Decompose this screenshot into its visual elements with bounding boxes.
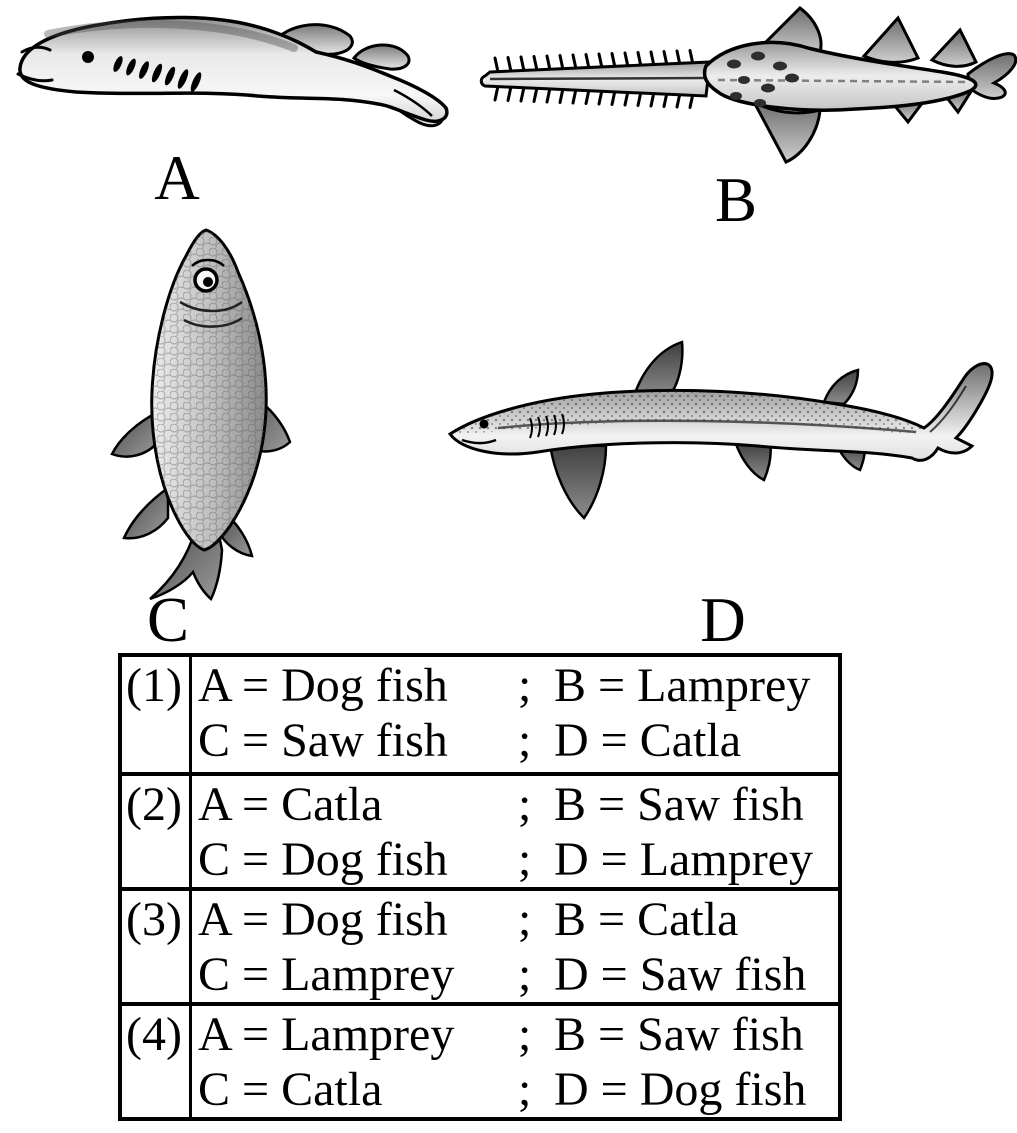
lamprey-drawing [16, 15, 449, 128]
saw-fish-trunk [702, 40, 978, 112]
saw-fish-drawing [479, 6, 1017, 164]
separator: ; [518, 1008, 532, 1061]
assignment-right: B = Lamprey [554, 659, 811, 712]
specimen-label-a: A [154, 143, 200, 213]
dog-fish-mouth [461, 438, 497, 445]
option-line: A = Dog fish ; B = Lamprey [198, 658, 836, 713]
assignment-right: B = Saw fish [554, 1008, 804, 1061]
saw-fish-tail-fin [966, 52, 1017, 100]
lamprey-gill-slits [113, 56, 202, 92]
assignment-right: D = Saw fish [554, 948, 807, 1001]
assignment-right: D = Dog fish [554, 1063, 807, 1116]
lamprey-eye [82, 51, 94, 63]
separator: ; [518, 1063, 532, 1116]
saw-fish-dorsal-fin-1 [861, 15, 921, 64]
option-line: A = Lamprey ; B = Saw fish [198, 1007, 836, 1062]
catla-scale-texture [151, 230, 267, 550]
assignment-right: D = Catla [554, 714, 742, 767]
saw-fish-trunk-midline [717, 78, 971, 84]
assignment-right: B = Catla [554, 893, 739, 946]
catla-pupil [203, 277, 213, 287]
separator: ; [518, 948, 532, 1001]
catla-body-group [110, 228, 292, 602]
assignment-left: C = Saw fish [198, 714, 448, 767]
assignment-left: A = Dog fish [198, 659, 448, 712]
assignment-left: A = Lamprey [198, 1008, 455, 1061]
option-row-1[interactable]: (1) A = Dog fish ; B = Lamprey C = Saw f… [122, 657, 838, 772]
option-line: C = Lamprey ; D = Saw fish [198, 947, 836, 1002]
option-text: A = Lamprey ; B = Saw fish C = Catla ; D… [192, 1006, 838, 1117]
option-number: (1) [122, 657, 192, 772]
option-row-4[interactable]: (4) A = Lamprey ; B = Saw fish C = Catla… [122, 1002, 838, 1117]
option-text: A = Dog fish ; B = Catla C = Lamprey ; D… [192, 891, 838, 1002]
specimen-label-c: C [146, 585, 190, 655]
dog-fish-tail-notch-line [929, 385, 967, 433]
dog-fish-illustration [438, 330, 1008, 560]
dog-fish-pectoral-fin [548, 442, 608, 520]
specimen-label-d: D [700, 585, 746, 655]
option-number: (4) [122, 1006, 192, 1117]
catla-illustration [92, 226, 308, 602]
dog-fish-body-group [447, 340, 994, 520]
options-table: (1) A = Dog fish ; B = Lamprey C = Saw f… [118, 653, 842, 1121]
dog-fish-dorsal-fin-2 [822, 368, 860, 406]
separator: ; [518, 893, 532, 946]
assignment-left: A = Dog fish [198, 893, 448, 946]
option-row-3[interactable]: (3) A = Dog fish ; B = Catla C = Lamprey… [122, 887, 838, 1002]
lamprey-body-group [16, 15, 449, 128]
option-line: C = Dog fish ; D = Lamprey [198, 832, 836, 887]
dog-fish-drawing [447, 340, 994, 520]
assignment-left: C = Lamprey [198, 948, 455, 1001]
catla-pelvic-fin [122, 485, 170, 540]
option-line: A = Dog fish ; B = Catla [198, 892, 836, 947]
saw-fish-head-spots [727, 51, 799, 107]
assignment-left: C = Dog fish [198, 833, 448, 886]
lamprey-dorsal-fin-2 [351, 43, 411, 71]
lamprey-body [18, 15, 449, 123]
assignment-left: A = Catla [198, 778, 383, 831]
lamprey-mouth-lines [16, 45, 54, 83]
catla-snout-line [191, 258, 225, 267]
option-line: A = Catla ; B = Saw fish [198, 777, 836, 832]
separator: ; [518, 778, 532, 831]
dog-fish-gill-slits [529, 413, 565, 439]
saw-teeth [493, 49, 695, 109]
assignment-right: D = Lamprey [554, 833, 813, 886]
catla-gill-cover [179, 300, 243, 328]
assignment-left: C = Catla [198, 1063, 383, 1116]
saw-fish-body-group [479, 6, 1017, 164]
option-line: C = Saw fish ; D = Catla [198, 713, 836, 768]
separator: ; [518, 714, 532, 767]
lamprey-back-shading [44, 20, 298, 52]
assignment-right: B = Saw fish [554, 778, 804, 831]
option-text: A = Catla ; B = Saw fish C = Dog fish ; … [192, 776, 838, 887]
option-row-2[interactable]: (2) A = Catla ; B = Saw fish C = Dog fis… [122, 772, 838, 887]
specimen-label-b: B [714, 165, 758, 235]
option-line: C = Catla ; D = Dog fish [198, 1062, 836, 1117]
separator: ; [518, 833, 532, 886]
option-number: (2) [122, 776, 192, 887]
dog-fish-eye [479, 419, 489, 429]
saw-fish-illustration [472, 4, 1017, 172]
dog-fish-pelvic-fin [734, 440, 772, 482]
option-text: A = Dog fish ; B = Lamprey C = Saw fish … [192, 657, 838, 772]
saw-fish-dorsal-fin-2 [929, 27, 979, 68]
lamprey-illustration [6, 6, 458, 152]
separator: ; [518, 659, 532, 712]
catla-drawing [110, 228, 292, 602]
saw-rostrum-midline [489, 76, 707, 81]
option-number: (3) [122, 891, 192, 1002]
lamprey-tail-fin-detail [393, 88, 433, 117]
